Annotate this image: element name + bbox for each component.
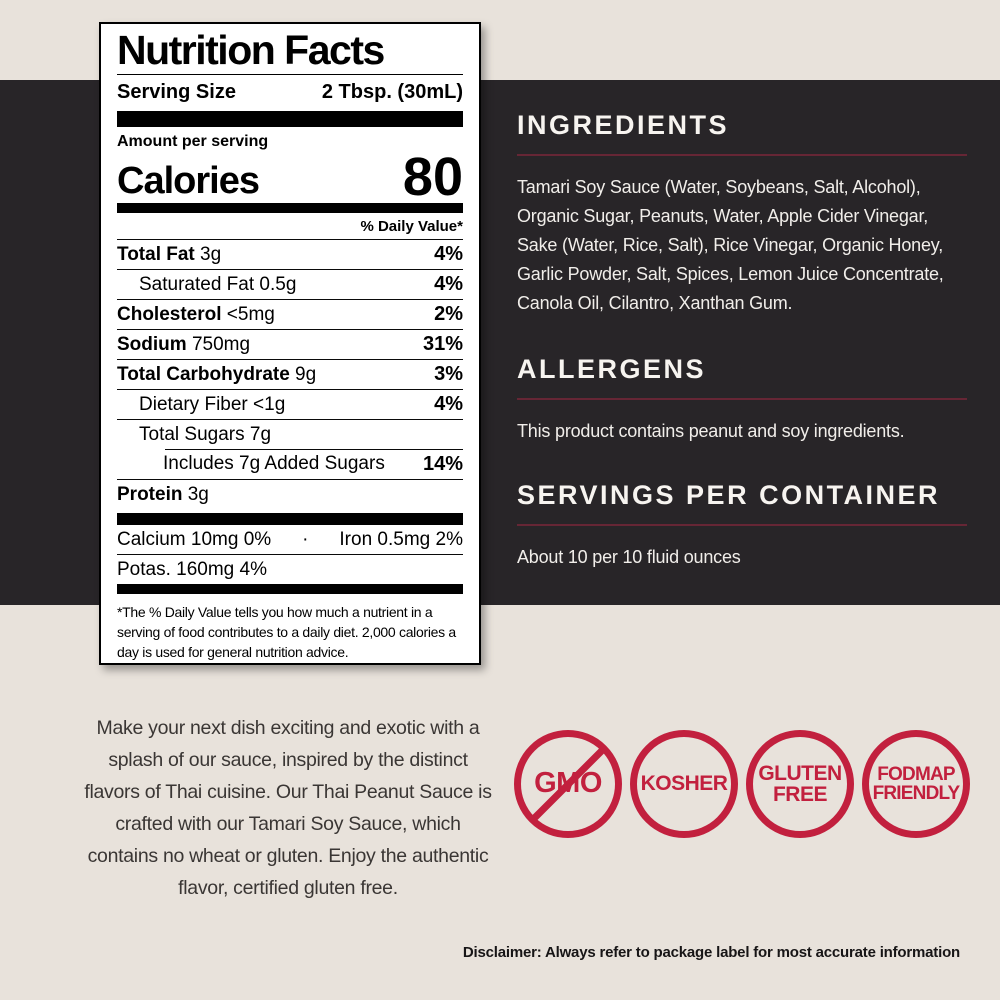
product-description: Make your next dish exciting and exotic … [84,717,492,899]
daily-value: 4% [434,393,463,415]
nutrient-row-carbohydrate: Total Carbohydrate 9g 3% [117,359,463,389]
servings-heading: SERVINGS PER CONTAINER [517,480,941,510]
nutrient-row-protein: Protein 3g [117,479,463,509]
nutrient-amount: Dietary Fiber <1g [139,393,286,415]
nutrient-row-added-sugars: Includes 7g Added Sugars 14% [117,449,463,479]
nutrient-name: Saturated Fat 0.5g [117,274,296,296]
non-gmo-badge: GMO [514,730,622,838]
nutrient-amount: <5mg [221,303,275,325]
separator-dot: · [302,528,309,550]
nutrient-name: Dietary Fiber <1g [117,394,285,416]
allergens-section: ALLERGENS This product contains peanut a… [517,354,967,446]
calcium-value: Calcium 10mg 0% [117,528,272,550]
daily-value: 4% [434,243,463,265]
amount-per-serving-label: Amount per serving [117,133,269,150]
nutrient-row-cholesterol: Cholesterol <5mg 2% [117,299,463,329]
nutrition-facts-title: Nutrition Facts [117,27,385,73]
nutrient-name: Includes 7g Added Sugars [117,453,385,475]
minerals-row-potassium: Potas. 160mg 4% [117,555,463,584]
thick-divider-bar [117,584,463,594]
daily-value-footnote: *The % Daily Value tells you how much a … [117,604,456,660]
nutrient-name: Sodium 750mg [117,334,250,356]
allergens-text: This product contains peanut and soy ing… [517,421,905,441]
nutrient-bold: Total Fat [117,243,195,265]
ingredients-section: INGREDIENTS Tamari Soy Sauce (Water, Soy… [517,110,967,318]
section-rule [517,398,967,400]
daily-value: 3% [434,363,463,385]
nutrient-row-total-sugars: Total Sugars 7g [117,419,463,449]
daily-value: 4% [434,273,463,295]
calories-label: Calories [117,159,260,202]
medium-divider-bar [117,203,463,213]
ingredients-heading: INGREDIENTS [517,110,730,140]
nutrient-name: Total Fat 3g [117,244,221,266]
nutrient-amount: Saturated Fat 0.5g [139,273,297,295]
thick-divider-bar [117,111,463,127]
serving-size-row: Serving Size 2 Tbsp. (30mL) [117,81,463,104]
daily-value: 2% [434,303,463,325]
nutrient-amount: Total Sugars 7g [139,423,272,445]
calories-value: 80 [402,146,463,207]
serving-size-value: 2 Tbsp. (30mL) [321,81,463,103]
nutrient-row-saturated-fat: Saturated Fat 0.5g 4% [117,269,463,299]
iron-value: Iron 0.5mg 2% [339,528,463,550]
fodmap-friendly-badge: FODMAP FRIENDLY [862,730,970,838]
badge-label-line2: FREE [772,783,828,806]
servings-text: About 10 per 10 fluid ounces [517,547,741,567]
ingredients-text: Tamari Soy Sauce (Water, Soybeans, Salt,… [517,177,944,313]
nutrient-name: Protein 3g [117,484,209,506]
nutrient-row-total-fat: Total Fat 3g 4% [117,239,463,269]
daily-value: 14% [422,452,463,475]
nutrient-bold: Sodium [117,333,187,355]
nutrient-name: Cholesterol <5mg [117,304,275,326]
nutrient-name: Total Carbohydrate 9g [117,364,316,386]
nutrition-facts-label: Nutrition Facts Serving Size 2 Tbsp. (30… [99,22,481,665]
title-divider [117,74,463,75]
section-rule [517,524,967,526]
badge-label-line1: GLUTEN [758,761,842,785]
nutrient-amount: 3g [182,483,209,505]
nutrient-name: Total Sugars 7g [117,424,271,446]
hairline-divider [117,554,463,555]
badge-label-line1: FODMAP [877,763,955,785]
nutrient-row-dietary-fiber: Dietary Fiber <1g 4% [117,389,463,419]
servings-section: SERVINGS PER CONTAINER About 10 per 10 f… [517,480,967,572]
nutrient-bold: Total Carbohydrate [117,363,290,385]
nutrient-amount: 750mg [186,333,251,355]
allergens-heading: ALLERGENS [517,354,707,384]
nutrient-row-sodium: Sodium 750mg 31% [117,329,463,359]
daily-value: 31% [422,333,463,355]
gluten-free-badge: GLUTEN FREE [746,730,854,838]
disclaimer-text: Disclaimer: Always refer to package labe… [462,944,960,961]
badge-label-line2: FRIENDLY [872,783,961,804]
nutrient-bold: Protein [117,483,183,505]
certification-badges: GMO KOSHER GLUTEN FREE FODMAP FRIENDLY [514,730,970,838]
nutrient-amount: Includes 7g Added Sugars [163,453,385,474]
kosher-badge: KOSHER [630,730,738,838]
potassium-value: Potas. 160mg 4% [117,558,267,580]
nutrient-bold: Cholesterol [117,303,222,325]
nutrient-amount: 3g [194,243,222,265]
minerals-row-calcium-iron: Calcium 10mg 0% · Iron 0.5mg 2% [117,525,463,554]
calories-row: Calories 80 [117,146,463,207]
serving-size-label: Serving Size [117,81,236,103]
badge-label: KOSHER [640,772,728,796]
thick-divider-bar [117,513,463,525]
daily-value-header: % Daily Value* [360,218,463,235]
nutrient-amount: 9g [289,363,317,385]
section-rule [517,154,967,156]
